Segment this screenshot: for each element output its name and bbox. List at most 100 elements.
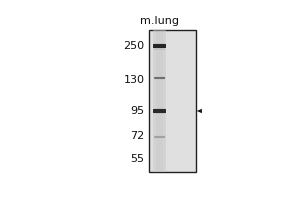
Bar	[156, 158, 163, 159]
Bar	[154, 136, 164, 138]
Bar	[156, 105, 163, 106]
Bar	[154, 43, 165, 50]
Bar	[154, 108, 165, 114]
Bar	[156, 156, 163, 158]
Bar	[154, 136, 165, 138]
Text: 55: 55	[130, 154, 145, 164]
Bar	[156, 85, 163, 87]
Bar	[156, 43, 163, 44]
Bar	[156, 89, 163, 90]
Bar	[156, 60, 163, 62]
Bar	[156, 51, 163, 53]
Bar	[156, 57, 163, 58]
Bar	[156, 117, 163, 119]
Bar	[156, 115, 163, 117]
Bar	[156, 82, 163, 83]
Bar	[156, 99, 163, 101]
Bar	[156, 108, 163, 110]
Bar	[156, 136, 163, 138]
Bar	[156, 144, 163, 145]
Text: 130: 130	[124, 75, 145, 85]
Bar	[156, 83, 163, 85]
Bar	[149, 30, 196, 172]
Bar	[156, 30, 163, 32]
Text: 72: 72	[130, 131, 145, 141]
Bar	[156, 149, 163, 151]
Bar	[156, 90, 163, 92]
Bar	[156, 163, 163, 165]
Bar	[156, 41, 163, 43]
Bar	[156, 92, 163, 94]
Bar	[156, 170, 163, 172]
Bar	[156, 78, 163, 80]
Bar	[156, 32, 163, 34]
Bar	[156, 126, 163, 128]
Bar	[156, 48, 163, 50]
Bar	[156, 122, 163, 124]
Bar	[156, 37, 163, 39]
Bar	[156, 96, 163, 97]
Bar	[154, 109, 165, 113]
Bar	[156, 53, 163, 55]
Bar	[156, 35, 163, 37]
Bar	[154, 77, 165, 79]
Bar	[156, 50, 163, 51]
Bar	[156, 62, 163, 64]
Bar	[156, 128, 163, 129]
Bar	[156, 129, 163, 131]
Bar	[153, 109, 166, 113]
Bar	[156, 165, 163, 167]
Bar	[154, 45, 165, 48]
Bar	[153, 30, 166, 172]
Bar	[156, 113, 163, 115]
Bar	[156, 44, 163, 46]
Bar	[156, 138, 163, 140]
Bar	[156, 80, 163, 82]
Bar	[156, 110, 163, 112]
Bar	[156, 140, 163, 142]
Bar	[156, 159, 163, 161]
Bar	[156, 69, 163, 71]
Bar	[156, 131, 163, 133]
Bar	[156, 87, 163, 89]
Bar	[156, 152, 163, 154]
Bar	[154, 76, 164, 80]
Text: m.lung: m.lung	[140, 16, 179, 26]
Bar	[156, 34, 163, 35]
Bar	[154, 135, 164, 139]
Bar	[156, 112, 163, 113]
Bar	[156, 97, 163, 99]
Bar	[156, 64, 163, 66]
Bar	[156, 161, 163, 163]
Bar	[156, 76, 163, 78]
Bar	[156, 167, 163, 168]
Bar	[156, 74, 163, 76]
Bar	[153, 44, 166, 48]
Bar	[156, 94, 163, 96]
Bar	[156, 133, 163, 135]
Bar	[156, 151, 163, 152]
Bar	[156, 168, 163, 170]
Text: 95: 95	[130, 106, 145, 116]
Bar	[156, 124, 163, 126]
Bar	[156, 135, 163, 136]
Bar	[156, 71, 163, 73]
Bar	[156, 55, 163, 57]
Bar	[156, 73, 163, 74]
Bar	[156, 119, 163, 120]
Bar	[156, 39, 163, 41]
Bar	[156, 145, 163, 147]
Bar	[156, 67, 163, 69]
Bar	[156, 58, 163, 60]
Bar	[154, 77, 164, 79]
Bar	[156, 46, 163, 48]
Bar	[156, 101, 163, 103]
Bar	[156, 103, 163, 105]
Bar	[156, 147, 163, 149]
Bar	[156, 120, 163, 122]
Text: 250: 250	[123, 41, 145, 51]
Bar	[156, 66, 163, 67]
Bar	[156, 106, 163, 108]
Bar	[156, 142, 163, 144]
Bar	[156, 154, 163, 156]
